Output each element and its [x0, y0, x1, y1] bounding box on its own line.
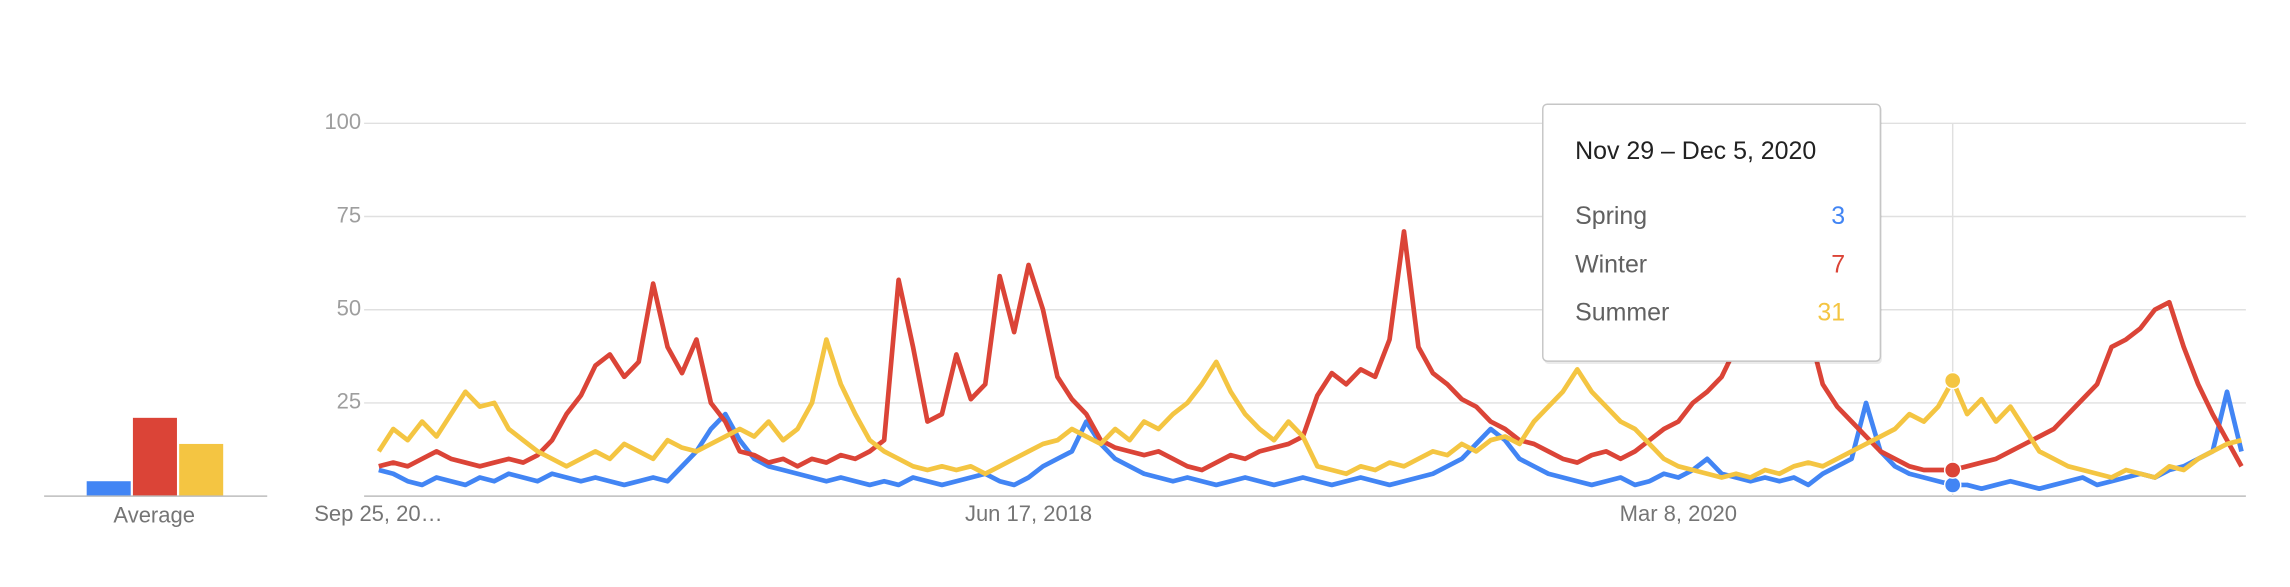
grid: 25 50 75 100 Sep 25, 20… Jun 17, 2018 Mar 8, 2…	[314, 109, 2246, 526]
x-tick-label: Sep 25, 20…	[314, 501, 442, 526]
average-bar	[132, 417, 177, 497]
tooltip-value: 3	[1831, 202, 1845, 230]
hover-dot	[1943, 476, 1962, 494]
tooltip: Nov 29 – Dec 5, 2020 Spring 3 Winter 7 Summer…	[1542, 103, 1882, 365]
y-tick-label: 75	[337, 202, 361, 227]
x-tick-label: Jun 17, 2018	[965, 501, 1092, 526]
hover-dot	[1943, 371, 1962, 390]
tooltip-box	[1542, 103, 1882, 362]
tooltip-title: Nov 29 – Dec 5, 2020	[1575, 137, 1816, 165]
series-line	[378, 120, 2244, 473]
tooltip-name: Summer	[1575, 299, 1669, 327]
lines	[376, 120, 2244, 497]
hover-dot	[1943, 461, 1962, 479]
average-bar	[179, 443, 224, 497]
series-line	[376, 337, 2243, 480]
y-tick-label: 50	[337, 296, 361, 321]
tooltip-value: 7	[1831, 250, 1845, 278]
average-label: Average	[113, 502, 195, 527]
y-tick-label: 100	[324, 109, 361, 134]
tooltip-value: 31	[1817, 299, 1845, 327]
x-tick-label: Mar 8, 2020	[1620, 501, 1737, 526]
averages: Average	[44, 417, 268, 527]
tooltip-name: Winter	[1575, 250, 1647, 278]
series-line	[378, 389, 2244, 492]
average-bar	[86, 481, 131, 497]
tooltip-name: Spring	[1575, 202, 1647, 230]
y-tick-label: 25	[337, 389, 361, 414]
